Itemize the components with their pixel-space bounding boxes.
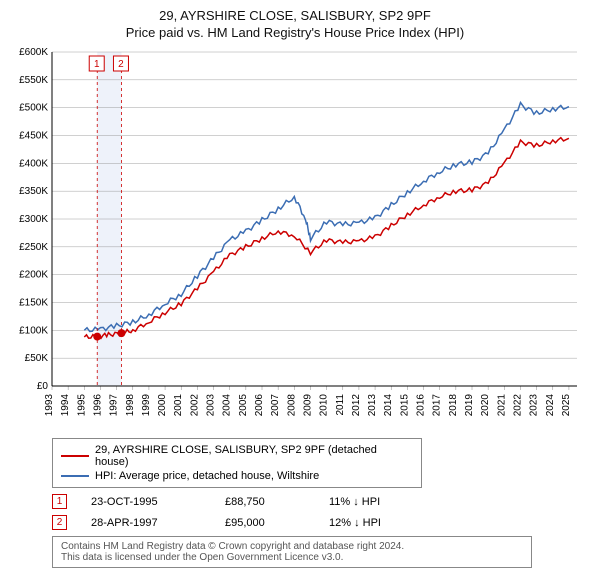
svg-text:£450K: £450K <box>19 131 48 142</box>
svg-text:£0: £0 <box>37 381 49 392</box>
svg-text:2017: 2017 <box>432 394 443 417</box>
svg-text:2001: 2001 <box>173 394 184 417</box>
legend-label: HPI: Average price, detached house, Wilt… <box>95 470 319 482</box>
svg-text:2010: 2010 <box>319 394 330 417</box>
sale-marker-icon: 2 <box>52 515 67 530</box>
svg-text:2016: 2016 <box>416 394 427 417</box>
svg-text:£400K: £400K <box>19 158 48 169</box>
sale-date: 23-OCT-1995 <box>91 496 201 508</box>
sale-date: 28-APR-1997 <box>91 517 201 529</box>
price-chart: £0 £50K £100K £150K £200K £250K £300K £350K £400… <box>8 44 582 434</box>
svg-text:2015: 2015 <box>399 394 410 417</box>
svg-text:2004: 2004 <box>222 394 233 417</box>
sale-price: £88,750 <box>225 496 305 508</box>
svg-text:£100K: £100K <box>19 325 48 336</box>
svg-text:1994: 1994 <box>60 394 71 417</box>
sale-price: £95,000 <box>225 517 305 529</box>
svg-text:1993: 1993 <box>44 394 55 417</box>
svg-text:£150K: £150K <box>19 298 48 309</box>
svg-text:2: 2 <box>118 59 124 70</box>
svg-text:1999: 1999 <box>141 394 152 417</box>
chart-titles: 29, AYRSHIRE CLOSE, SALISBURY, SP2 9PF P… <box>8 8 582 40</box>
svg-text:£250K: £250K <box>19 242 48 253</box>
svg-text:2009: 2009 <box>302 394 313 417</box>
license-notice: Contains HM Land Registry data © Crown c… <box>52 536 532 568</box>
chart-title-address: 29, AYRSHIRE CLOSE, SALISBURY, SP2 9PF <box>8 8 582 23</box>
svg-text:2007: 2007 <box>270 394 281 417</box>
svg-text:2002: 2002 <box>189 394 200 417</box>
svg-text:1998: 1998 <box>125 394 136 417</box>
svg-text:£550K: £550K <box>19 75 48 86</box>
license-line: This data is licensed under the Open Gov… <box>61 552 523 563</box>
svg-text:2014: 2014 <box>383 394 394 417</box>
legend-item-price-paid: 29, AYRSHIRE CLOSE, SALISBURY, SP2 9PF (… <box>61 443 413 469</box>
svg-text:2022: 2022 <box>512 394 523 417</box>
sale-delta: 12% ↓ HPI <box>329 517 381 529</box>
svg-text:£600K: £600K <box>19 47 48 58</box>
svg-text:2021: 2021 <box>496 394 507 417</box>
legend-item-hpi: HPI: Average price, detached house, Wilt… <box>61 469 413 483</box>
svg-text:2008: 2008 <box>286 394 297 417</box>
sale-record: 2 28-APR-1997 £95,000 12% ↓ HPI <box>52 515 582 530</box>
legend: 29, AYRSHIRE CLOSE, SALISBURY, SP2 9PF (… <box>52 438 422 488</box>
sale-delta: 11% ↓ HPI <box>329 496 380 508</box>
svg-text:£50K: £50K <box>25 353 49 364</box>
svg-text:2012: 2012 <box>351 394 362 417</box>
svg-text:1: 1 <box>94 59 100 70</box>
svg-text:£300K: £300K <box>19 214 48 225</box>
svg-text:1995: 1995 <box>76 394 87 417</box>
svg-text:2005: 2005 <box>238 394 249 417</box>
svg-text:2020: 2020 <box>480 394 491 417</box>
sale-marker-icon: 1 <box>52 494 67 509</box>
svg-text:2013: 2013 <box>367 394 378 417</box>
legend-label: 29, AYRSHIRE CLOSE, SALISBURY, SP2 9PF (… <box>95 444 413 468</box>
svg-text:1997: 1997 <box>109 394 120 417</box>
svg-text:2006: 2006 <box>254 394 265 417</box>
svg-text:£500K: £500K <box>19 103 48 114</box>
svg-text:2025: 2025 <box>561 394 572 417</box>
svg-text:2024: 2024 <box>545 394 556 417</box>
chart-title-sub: Price paid vs. HM Land Registry's House … <box>8 25 582 40</box>
svg-text:1996: 1996 <box>92 394 103 417</box>
svg-text:2003: 2003 <box>206 394 217 417</box>
svg-text:2011: 2011 <box>335 394 346 416</box>
svg-text:£200K: £200K <box>19 270 48 281</box>
svg-text:2000: 2000 <box>157 394 168 417</box>
svg-text:2023: 2023 <box>529 394 540 417</box>
svg-text:2018: 2018 <box>448 394 459 417</box>
svg-text:2019: 2019 <box>464 394 475 417</box>
svg-text:£350K: £350K <box>19 186 48 197</box>
license-line: Contains HM Land Registry data © Crown c… <box>61 541 523 552</box>
sale-record: 1 23-OCT-1995 £88,750 11% ↓ HPI <box>52 494 582 509</box>
